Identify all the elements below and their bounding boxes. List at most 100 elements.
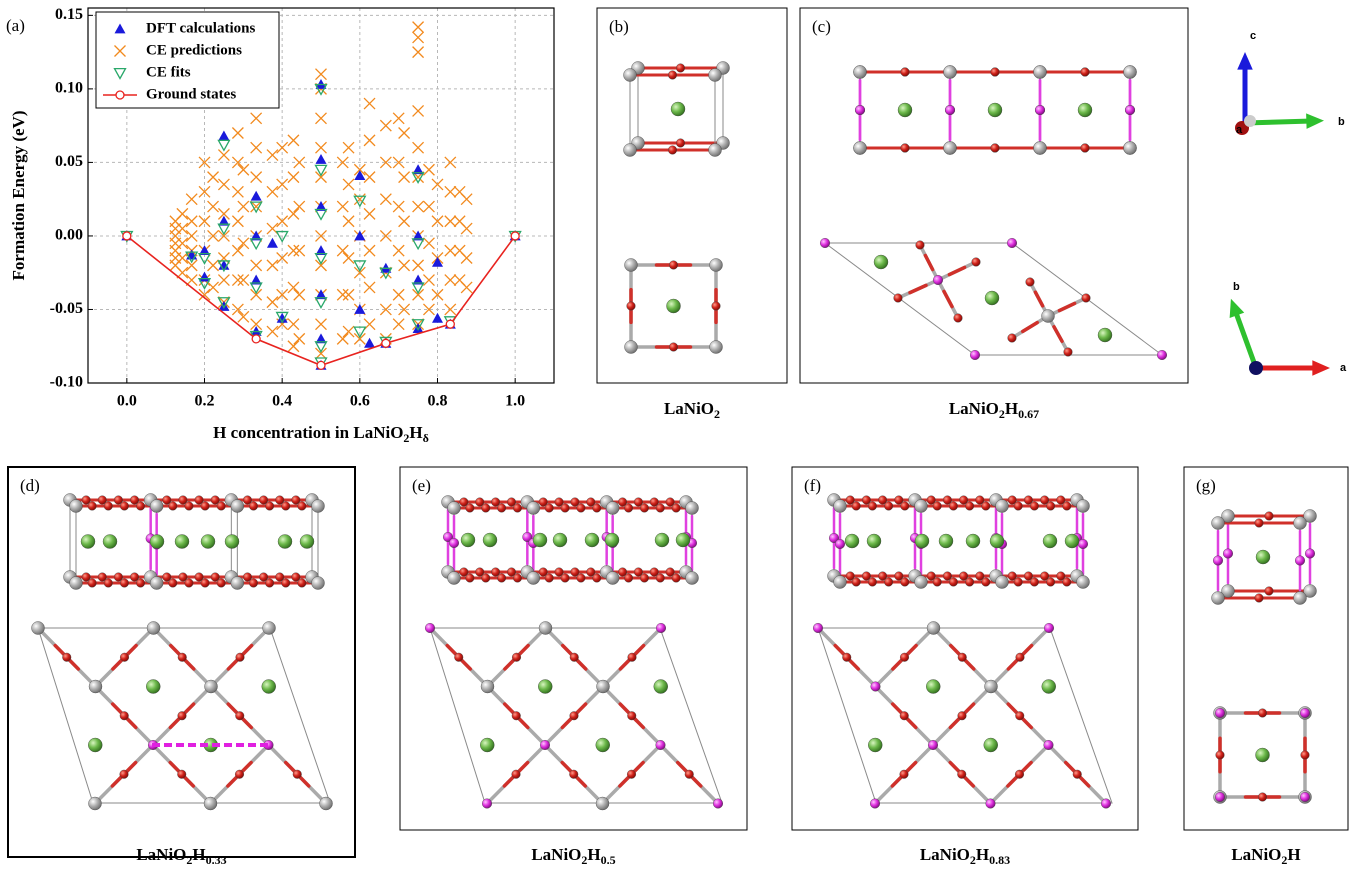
- gray-atom: [150, 577, 163, 590]
- gray-atom: [527, 502, 540, 515]
- circle-marker: [123, 232, 131, 240]
- x-marker: [186, 194, 197, 205]
- x-marker: [288, 341, 299, 352]
- panel-label: (b): [609, 17, 629, 36]
- red-atom: [545, 504, 554, 513]
- x-marker: [343, 326, 354, 337]
- atoms: [820, 238, 1167, 360]
- x-marker: [238, 311, 249, 322]
- red-atom: [900, 770, 909, 779]
- x-marker: [399, 260, 410, 271]
- red-atom: [120, 653, 129, 662]
- red-atom: [982, 578, 991, 587]
- x-marker: [251, 172, 262, 183]
- red-atom: [593, 574, 602, 583]
- red-atom: [88, 579, 97, 588]
- structure: [32, 622, 333, 811]
- red-atom: [916, 241, 925, 250]
- x-marker: [186, 230, 197, 241]
- x-marker: [343, 289, 354, 300]
- red-atom: [577, 574, 586, 583]
- gray-atom: [596, 797, 609, 810]
- red-atom: [894, 294, 903, 303]
- green-atom: [845, 534, 859, 548]
- formula-part: H: [192, 845, 205, 864]
- x-marker: [238, 164, 249, 175]
- gray-atom: [448, 502, 461, 515]
- red-atom: [627, 302, 636, 311]
- x-marker: [461, 253, 472, 264]
- formula-part: H: [587, 845, 600, 864]
- green-atom: [585, 533, 599, 547]
- gray-atom: [854, 142, 867, 155]
- panel-label: (f): [804, 476, 821, 495]
- red-atom: [1081, 68, 1090, 77]
- x-marker: [208, 172, 219, 183]
- formula-part: H: [976, 845, 989, 864]
- red-atom: [668, 146, 677, 155]
- formula-part: LaNiO: [949, 399, 999, 418]
- red-atom: [1014, 502, 1023, 511]
- x-marker: [238, 275, 249, 286]
- pink-atom: [1223, 549, 1233, 559]
- x-marker: [413, 22, 424, 33]
- green-atom: [1256, 748, 1270, 762]
- gray-atom: [448, 572, 461, 585]
- x-marker: [343, 216, 354, 227]
- red-atom: [62, 653, 71, 662]
- pink-atom: [928, 740, 938, 750]
- red-atom: [852, 578, 861, 587]
- circle-marker: [252, 335, 260, 343]
- red-atom: [281, 502, 290, 511]
- x-marker: [364, 319, 375, 330]
- green-atom: [533, 533, 547, 547]
- x-marker: [380, 120, 391, 131]
- gray-atom: [539, 622, 552, 635]
- green-atom: [676, 533, 690, 547]
- x-marker: [337, 289, 348, 300]
- green-atom: [926, 680, 940, 694]
- x-marker: [413, 32, 424, 43]
- structure: [828, 494, 1090, 589]
- circle-marker: [446, 320, 454, 328]
- x-marker: [232, 275, 243, 286]
- structure: [1212, 510, 1317, 605]
- x-marker: [251, 113, 262, 124]
- y-tick-label: -0.05: [50, 300, 83, 317]
- figure: (a)-0.10-0.050.000.050.100.150.00.20.40.…: [0, 0, 1360, 869]
- gray-atom: [481, 680, 494, 693]
- red-atom: [201, 579, 210, 588]
- red-atom: [169, 502, 178, 511]
- x-marker: [294, 245, 305, 256]
- red-atom: [454, 653, 463, 662]
- x-marker: [251, 260, 262, 271]
- x-marker: [364, 208, 375, 219]
- red-atom: [236, 653, 245, 662]
- red-atom: [1081, 144, 1090, 153]
- red-atom: [624, 504, 633, 513]
- green-atom: [1078, 103, 1092, 117]
- red-atom: [570, 653, 579, 662]
- x-marker: [413, 201, 424, 212]
- x-marker: [288, 245, 299, 256]
- gray-atom: [686, 502, 699, 515]
- red-atom: [570, 711, 579, 720]
- x-marker: [343, 253, 354, 264]
- gray-atom: [1042, 310, 1055, 323]
- pink-atom: [933, 275, 943, 285]
- pink-atom: [540, 740, 550, 750]
- gray-atom: [320, 797, 333, 810]
- red-atom: [120, 502, 129, 511]
- x-marker: [238, 238, 249, 249]
- pink-atom: [1300, 792, 1310, 802]
- red-atom: [281, 579, 290, 588]
- x-marker: [267, 186, 278, 197]
- red-atom: [185, 502, 194, 511]
- gray-atom: [1077, 576, 1090, 589]
- gray-atom: [1212, 592, 1225, 605]
- structure: [442, 496, 699, 585]
- red-atom: [868, 578, 877, 587]
- y-tick-label: 0.00: [55, 227, 83, 244]
- triangle-marker: [218, 130, 229, 140]
- red-atom: [561, 504, 570, 513]
